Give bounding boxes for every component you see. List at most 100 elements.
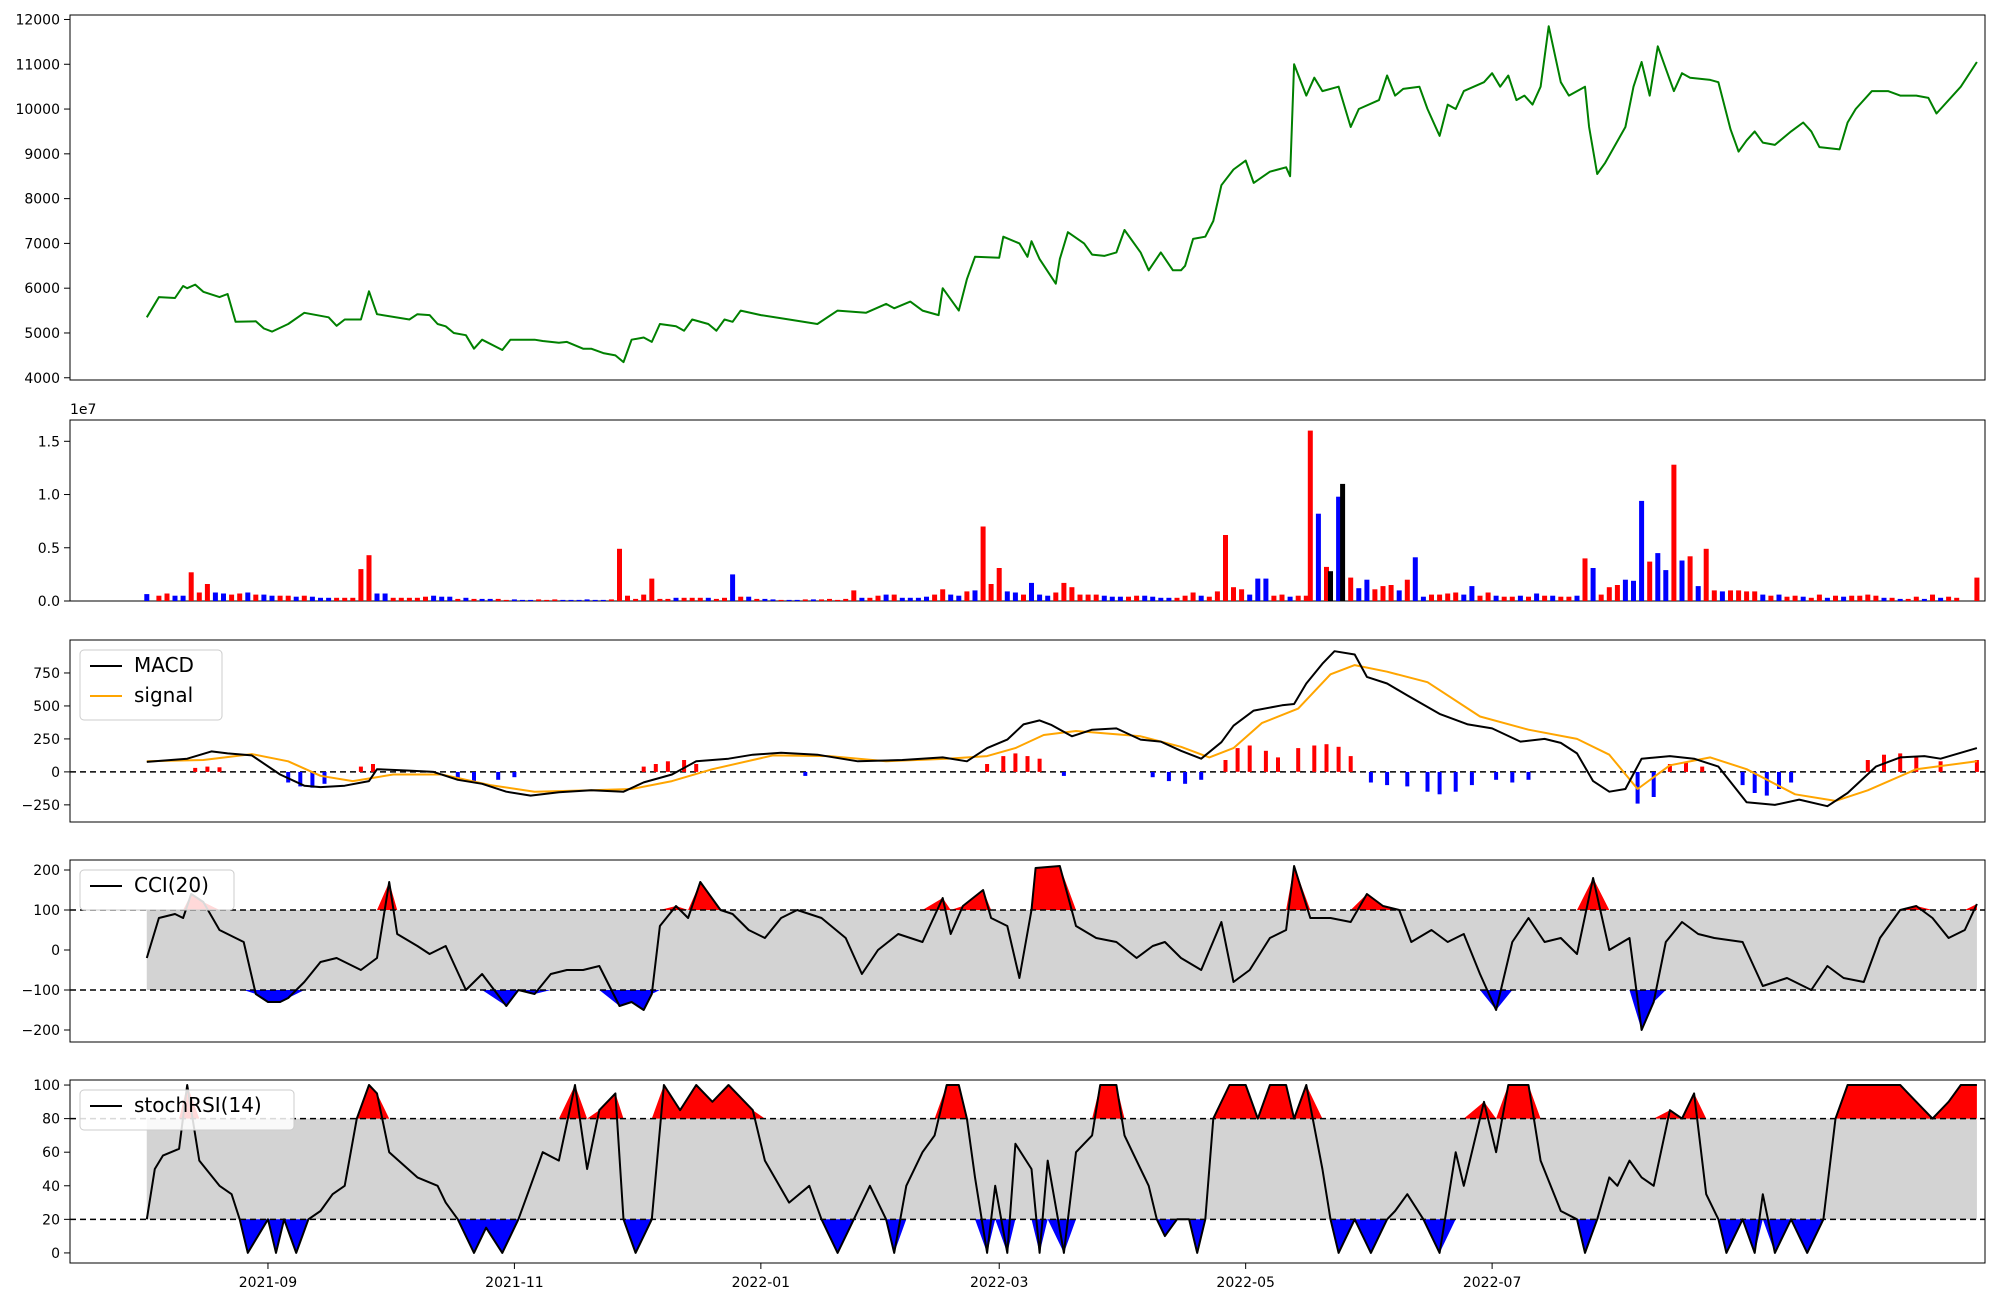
macd-histogram-bar xyxy=(1526,771,1531,780)
volume-bar xyxy=(447,596,453,601)
volume-bar xyxy=(1566,596,1572,601)
stochrsi-line xyxy=(145,1084,1977,1254)
volume-multiplier-label: 1e7 xyxy=(70,402,96,418)
volume-bar xyxy=(1582,558,1588,601)
volume-bar xyxy=(1614,585,1620,601)
volume-bar xyxy=(964,591,970,601)
macd-histogram-bar xyxy=(653,764,658,772)
volume-bar xyxy=(1857,595,1863,601)
macd-histogram-bar xyxy=(1166,771,1171,782)
volume-bar xyxy=(1255,578,1261,601)
macd-histogram-bar xyxy=(1667,764,1672,772)
volume-bar xyxy=(479,598,485,601)
volume-bar xyxy=(754,598,760,601)
volume-bar xyxy=(859,597,865,601)
volume-bar xyxy=(738,596,744,601)
volume-ytick-label: 1.0 xyxy=(38,488,60,504)
volume-bar xyxy=(1526,596,1531,601)
volume-bar xyxy=(1077,594,1083,601)
volume-bar xyxy=(1166,597,1172,601)
volume-bar xyxy=(188,572,194,601)
volume-bar xyxy=(1029,582,1034,601)
volume-bar xyxy=(398,597,404,601)
macd-histogram-bar xyxy=(1789,771,1794,783)
volume-bar xyxy=(423,596,428,601)
volume-bar xyxy=(576,599,582,601)
volume-bar xyxy=(1461,594,1467,601)
macd-histogram-bar xyxy=(1437,771,1442,795)
volume-bar xyxy=(1239,589,1245,601)
stochrsi-overbought-fill xyxy=(146,1085,1977,1119)
volume-bar xyxy=(924,596,929,601)
volume-bar xyxy=(1485,592,1491,601)
volume-bar xyxy=(1412,557,1418,601)
volume-bar xyxy=(180,595,186,601)
volume-bar xyxy=(689,597,695,601)
volume-bar xyxy=(1841,596,1847,601)
macd-histogram-bar xyxy=(1223,760,1228,772)
stochrsi-ytick-label: 40 xyxy=(42,1179,60,1195)
volume-bar xyxy=(1719,591,1725,601)
volume-bar xyxy=(334,597,340,601)
volume-bar xyxy=(649,578,655,601)
volume-bar xyxy=(1263,578,1269,601)
volume-bar xyxy=(1930,594,1935,601)
volume-bar xyxy=(237,593,243,601)
macd-histogram-bar xyxy=(1453,771,1458,792)
volume-bar xyxy=(786,599,792,601)
volume-bar xyxy=(1214,591,1220,601)
legend-box xyxy=(79,1089,295,1131)
volume-bar xyxy=(1126,596,1131,601)
volume-bar xyxy=(1109,596,1115,601)
macd-histogram-bar xyxy=(310,771,315,788)
volume-bar xyxy=(1647,561,1653,601)
volume-bar xyxy=(1231,587,1236,601)
volume-bar xyxy=(172,595,178,601)
volume-bar xyxy=(1198,595,1204,601)
volume-bar xyxy=(1881,597,1887,601)
volume-bar xyxy=(1053,592,1059,601)
macd-panel-frame xyxy=(69,639,1986,823)
volume-bar xyxy=(746,596,752,601)
cci-panel-frame xyxy=(69,859,1986,1043)
macd-histogram-bar xyxy=(371,764,375,772)
volume-bar xyxy=(907,597,913,601)
volume-bar xyxy=(204,584,210,601)
volume-bar xyxy=(1336,496,1342,601)
volume-bar xyxy=(1590,568,1596,601)
volume-bar xyxy=(1287,596,1293,601)
volume-bar xyxy=(1429,594,1434,601)
macd-histogram-bar xyxy=(1865,760,1870,772)
volume-bar xyxy=(1574,595,1580,601)
volume-bar xyxy=(245,592,251,601)
macd-histogram-bar xyxy=(1684,762,1688,772)
volume-bar xyxy=(1037,594,1043,601)
volume-bar xyxy=(1158,597,1164,601)
volume-bar xyxy=(1061,582,1067,601)
x-tick-label: 2022-07 xyxy=(1463,1275,1522,1291)
volume-bar xyxy=(1295,595,1301,601)
volume-bar xyxy=(1372,589,1378,601)
volume-bar xyxy=(1509,596,1515,601)
volume-bar xyxy=(1655,553,1661,601)
volume-bar xyxy=(552,599,558,601)
macd-histogram-bar xyxy=(665,761,670,772)
volume-bar xyxy=(972,590,978,601)
volume-bar xyxy=(996,568,1002,601)
x-tick-label: 2021-09 xyxy=(239,1275,298,1291)
volume-bar xyxy=(528,599,534,601)
price-series-group xyxy=(145,25,1978,364)
volume-bar xyxy=(431,595,437,601)
macd-histogram-bar xyxy=(358,766,363,772)
volume-bar xyxy=(301,595,307,601)
volume-bar xyxy=(1340,483,1346,601)
volume-bar xyxy=(229,594,235,601)
volume-bar xyxy=(374,593,380,601)
stochrsi-ytick-label: 20 xyxy=(42,1212,60,1228)
volume-bar xyxy=(713,598,719,601)
cci-ytick-label: 0 xyxy=(51,943,60,959)
volume-bar xyxy=(1711,590,1717,601)
volume-bar xyxy=(1558,596,1564,601)
volume-bar xyxy=(1760,594,1766,601)
